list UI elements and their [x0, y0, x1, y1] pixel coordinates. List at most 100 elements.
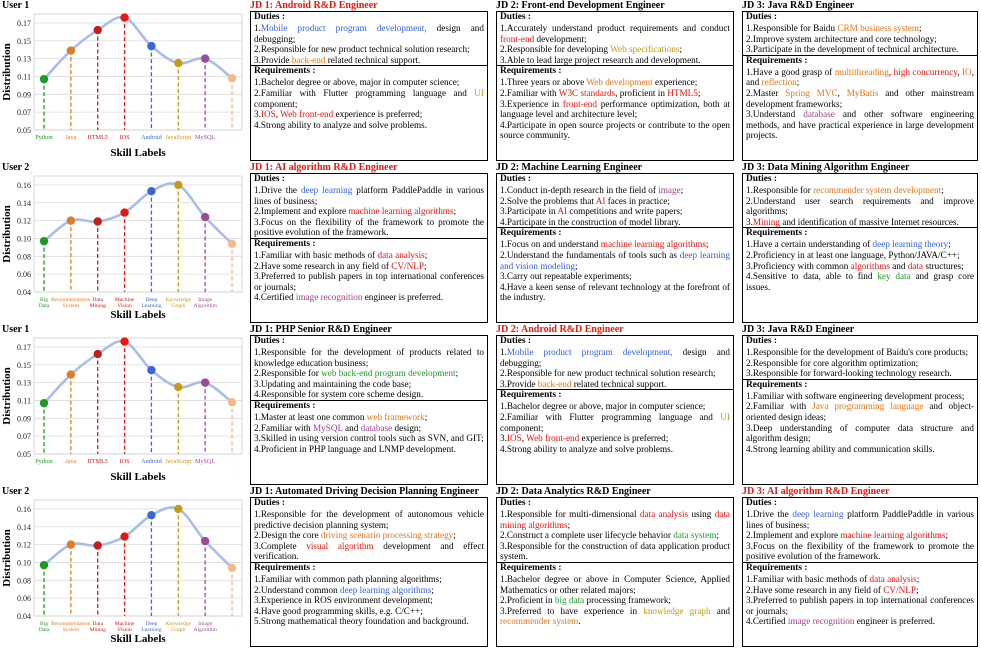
list-item: 3.Preferred to publish papers in top int…: [746, 595, 974, 616]
highlighted-keyword: AI: [595, 195, 606, 206]
item-text: 3.Preferred to publish papers in top int…: [254, 271, 484, 292]
list-item: 1.Have a certain understanding of deep l…: [746, 239, 974, 250]
requirements-section: Requirements :1.Familiar with basic meth…: [743, 561, 977, 627]
jd-title: JD 1: Android R&D Engineer: [250, 0, 378, 11]
list-item: 1.Accurately understand product requirem…: [500, 23, 730, 44]
x-tick-label: JavaScript: [165, 134, 191, 141]
x-tick-label: Knowledge Graph: [165, 621, 191, 633]
section-heading: Duties :: [254, 174, 285, 184]
chart-svg: 0.05 0.07 0.09 0.11 0.13 0.15 0.17 Python Java HT…: [1, 13, 243, 158]
item-text: 2.Improve system architecture and core t…: [746, 33, 937, 44]
duties-section: Duties :1.Responsible for the developmen…: [251, 498, 487, 562]
item-text: 2.Familiar with Flutter programming lang…: [254, 87, 475, 98]
item-text: design;: [392, 422, 422, 433]
item-text: 2.Understand common: [254, 584, 340, 595]
requirements-section: Requirements :1.Bachelor degree or above…: [497, 389, 733, 454]
y-tick-label: 0.08: [17, 576, 31, 585]
plot-frame: [33, 337, 243, 455]
chart-svg: 0.04 0.06 0.08 0.10 0.12 0.14 0.16 Big DataRecom…: [1, 175, 243, 320]
list-item: 4.Strong learning ability and communicat…: [746, 444, 974, 455]
list-item: 2.Responsible for core algorithm optimiz…: [746, 358, 974, 369]
x-tick-label: Machine Vision: [115, 297, 135, 309]
item-text: ;: [945, 530, 949, 541]
item-text: 3.Focus on the flexibility of the framew…: [746, 540, 974, 562]
item-text: 4.Strong ability to analyze and solve pr…: [500, 443, 673, 454]
item-text: 1.Bachelor degree or above, major in com…: [254, 77, 460, 88]
list-item: 4.Responsible for system core scheme des…: [254, 389, 484, 400]
list-item: 2.Responsible for new product technical …: [254, 44, 484, 55]
list-item: 1.Bachelor degree or above, major in com…: [254, 77, 484, 88]
item-text: ;: [455, 368, 459, 379]
item-text: 2.Have some research in any field of: [746, 584, 884, 595]
section-heading: Duties :: [500, 336, 531, 346]
item-text: 3.Responsible for forward-looking techno…: [746, 368, 952, 379]
item-text: 2.Familiar with: [254, 422, 313, 433]
list-item: 2.Implement and explore machine learning…: [746, 530, 974, 541]
highlighted-keyword: driving scenario processing strategy: [320, 530, 454, 541]
highlighted-keyword: Web front-end: [280, 109, 334, 120]
data-point: [200, 378, 210, 387]
y-tick-label: 0.04: [17, 612, 31, 621]
list-item: 3.Updating and maintaining the code base…: [254, 379, 484, 390]
list-item: 1.Responsible for recommender system dev…: [746, 185, 974, 196]
item-text: processing framework;: [584, 595, 671, 606]
list-item: 1.Familiar with basic methods of data an…: [254, 250, 484, 261]
jd-panel: Duties :1.Responsible for multi-dimensio…: [496, 497, 734, 647]
x-tick-label: Deep Learning: [141, 621, 161, 633]
requirements-section: Requirements :1.Bachelor degree or above…: [251, 65, 487, 130]
section-heading: Duties :: [746, 498, 777, 508]
item-text: ;: [796, 77, 800, 88]
y-tick-label: 0.12: [17, 217, 31, 226]
list-item: 4.Have a keen sense of relevant technolo…: [500, 282, 730, 303]
user-row: User 1 0.05 0.07 0.09 0.11 0.13 0.15 0.17 Python…: [0, 324, 981, 486]
highlighted-keyword: big data: [554, 595, 585, 606]
jd-title: JD 1: AI algorithm R&D Engineer: [250, 162, 398, 173]
list-item: 2.Have some research in any field of CV/…: [254, 261, 484, 272]
jd-title: JD 3: Data Mining Algorithm Engineer: [742, 162, 910, 173]
x-tick-label: Java: [65, 134, 76, 141]
highlighted-keyword: front-end: [562, 98, 597, 109]
section-heading: Requirements :: [746, 55, 808, 66]
chart-svg: 0.05 0.07 0.09 0.11 0.13 0.15 0.17 Python Java HT…: [1, 337, 243, 482]
list-item: 4.Sensitive to data, able to find key da…: [746, 271, 974, 292]
data-point: [227, 239, 237, 249]
list-item: 4.Strong ability to analyze and solve pr…: [254, 120, 484, 131]
section-heading: Duties :: [500, 12, 531, 22]
item-text: 1.Drive the: [254, 185, 301, 195]
y-tick-label: 0.04: [17, 288, 31, 297]
list-item: 1.Master at least one common web framewo…: [254, 412, 484, 423]
duties-section: Duties :1.Drive the deep learning platfo…: [251, 174, 487, 238]
list-item: 3.Understand database and other software…: [746, 109, 974, 141]
highlighted-keyword: front-end: [500, 33, 535, 44]
x-tick-label: MySQL: [195, 458, 216, 465]
list-item: 4.Certified image recognition engineer i…: [254, 292, 484, 303]
data-point: [39, 560, 49, 570]
highlighted-keyword: AI: [557, 206, 568, 217]
data-point: [147, 186, 156, 196]
item-text: 4.Have good programming skills, e.g. C/C…: [254, 605, 423, 616]
x-tick-label: Python: [35, 134, 53, 141]
item-text: competitions and write papers;: [567, 206, 683, 217]
data-point: [200, 54, 210, 63]
item-text: 3.Responsible for the construction of da…: [500, 540, 730, 562]
item-text: ;: [423, 260, 427, 271]
y-tick-label: 0.15: [17, 361, 31, 370]
list-item: 3.Proficiency with common algorithms and…: [746, 261, 974, 272]
highlighted-keyword: Mobile product program development,: [260, 23, 427, 33]
item-text: ;: [948, 239, 951, 250]
x-tick-label: IOS: [120, 134, 131, 141]
list-item: 1.Bachelor degree or above, major in com…: [500, 401, 730, 412]
item-text: 1.Conduct in-depth research in the field…: [500, 185, 659, 195]
list-item: 3.Provide back-end related technical sup…: [254, 55, 484, 66]
jd-title: JD 1: PHP Senior R&D Engineer: [250, 324, 392, 335]
section-heading: Duties :: [254, 12, 285, 22]
y-tick-label: 0.13: [17, 55, 31, 64]
x-tick-label: Recommendation System: [51, 297, 91, 309]
item-text: ;: [679, 44, 683, 55]
y-tick-label: 0.10: [17, 234, 31, 243]
highlighted-keyword: high concurrency: [893, 66, 958, 77]
item-text: design and debugging;: [500, 347, 730, 368]
list-item: 3.Experience in front-end performance op…: [500, 99, 730, 120]
list-item: 3.Deep understanding of computer data st…: [746, 423, 974, 444]
x-tick-label: IOS: [120, 458, 131, 465]
